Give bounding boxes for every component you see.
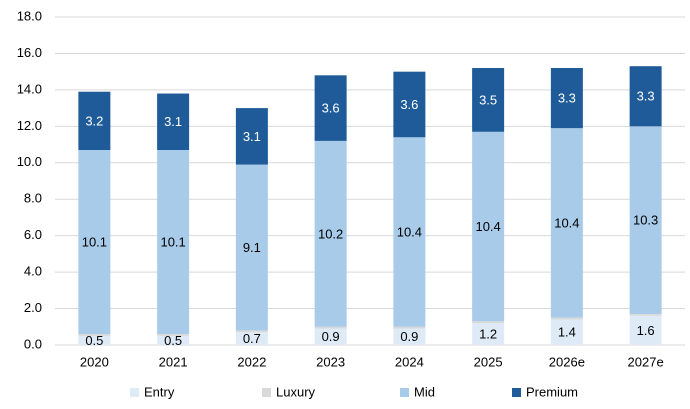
legend-swatch [400,388,409,397]
legend-label: Mid [414,384,435,399]
bar-segment [235,108,268,165]
y-tick-label: 6.0 [24,227,42,242]
bar-segment [550,68,583,129]
bar-segment [78,150,111,335]
bar-segment [235,164,268,331]
data-label: 1.4 [558,325,576,340]
data-label: 0.5 [85,333,103,348]
data-label: 3.1 [243,129,261,144]
bar-segment [78,91,111,151]
bar-segment [629,126,662,315]
y-tick-label: 0.0 [24,336,42,351]
bar-segment [393,326,426,329]
bar-segment [393,71,426,138]
bar-segment [314,328,347,345]
y-tick-label: 14.0 [17,81,42,96]
legend-label: Luxury [276,384,316,399]
bar-segment [629,315,662,345]
data-label: 1.2 [479,327,497,342]
data-label: 0.9 [400,329,418,344]
x-tick-label: 2023 [316,354,345,369]
x-tick-label: 2021 [159,354,188,369]
y-tick-label: 18.0 [17,8,42,23]
bar-segment [314,326,347,329]
bar-segment [314,75,347,141]
x-tick-label: 2026e [549,354,585,369]
x-tick-label: 2024 [395,354,424,369]
x-tick-label: 2022 [237,354,266,369]
data-label: 10.4 [397,224,422,239]
y-tick-label: 8.0 [24,191,42,206]
data-label: 3.6 [400,97,418,112]
y-tick-label: 2.0 [24,300,42,315]
data-label: 3.5 [479,92,497,107]
y-tick-label: 10.0 [17,154,42,169]
legend-label: Entry [144,384,175,399]
data-label: 10.1 [160,234,185,249]
y-tick-label: 4.0 [24,264,42,279]
bar-segment [78,335,111,345]
y-tick-label: 12.0 [17,118,42,133]
legend-swatch [130,388,139,397]
bar-segment [472,131,505,322]
bar-segment [629,66,662,127]
bar-segment [550,128,583,318]
bar-segment [629,314,662,316]
y-tick-label: 16.0 [17,45,42,60]
data-label: 9.1 [243,240,261,255]
bar-segment [157,150,190,335]
data-label: 3.3 [558,91,576,106]
data-label: 3.2 [85,113,103,128]
data-label: 10.3 [633,213,658,228]
x-tick-label: 2025 [474,354,503,369]
bar-segment [550,317,583,320]
data-label: 0.5 [164,333,182,348]
legend-label: Premium [526,384,578,399]
data-label: 3.6 [322,101,340,116]
data-label: 1.6 [637,323,655,338]
bar-segment [550,319,583,345]
bar-segment [157,334,190,336]
legend-swatch [512,388,521,397]
bar-segment [472,68,505,132]
data-label: 10.4 [475,219,500,234]
legend-swatch [262,388,271,397]
data-label: 3.3 [637,89,655,104]
data-label: 3.1 [164,114,182,129]
bar-segment [157,93,190,151]
x-tick-label: 2027e [628,354,664,369]
data-label: 10.4 [554,215,579,230]
bar-segment [235,332,268,345]
bar-segment [393,137,426,327]
bar-segment [235,330,268,333]
bar-segment [78,334,111,336]
x-tick-label: 2020 [80,354,109,369]
bar-segment [157,335,190,345]
bar-segment [314,140,347,327]
bar-segment [472,323,505,345]
data-label: 0.9 [322,329,340,344]
data-label: 10.2 [318,226,343,241]
data-label: 10.1 [82,234,107,249]
bar-segment [393,328,426,345]
data-label: 0.7 [243,331,261,346]
bar-segment [472,321,505,324]
